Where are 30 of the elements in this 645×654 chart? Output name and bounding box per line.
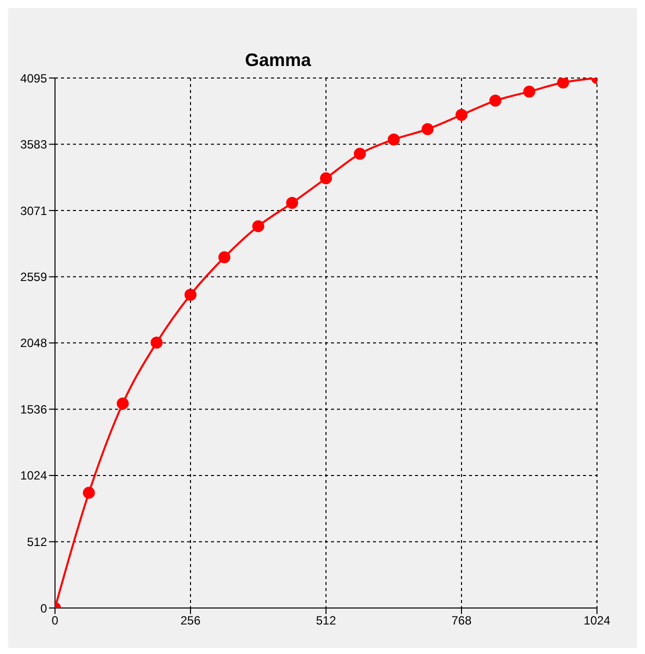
y-tick-label: 1536 bbox=[20, 402, 48, 416]
chart-title: Gamma bbox=[244, 50, 312, 71]
point bbox=[456, 108, 468, 121]
point bbox=[422, 123, 434, 136]
y-tick-label: 1024 bbox=[20, 468, 48, 483]
point bbox=[388, 133, 400, 146]
x-tick-label: 1024 bbox=[584, 614, 611, 628]
x-tick-label: 256 bbox=[180, 614, 201, 628]
y-tick-label: 0 bbox=[40, 601, 48, 616]
point bbox=[286, 196, 298, 209]
point bbox=[252, 220, 264, 232]
point bbox=[116, 398, 129, 410]
point bbox=[218, 251, 230, 264]
y-tick-label: 4095 bbox=[20, 71, 48, 86]
y-tick-label: 3071 bbox=[20, 204, 48, 218]
point bbox=[82, 486, 95, 499]
x-tick-label: 768 bbox=[451, 614, 472, 628]
x-tick-label: 512 bbox=[316, 614, 336, 628]
point bbox=[354, 148, 366, 160]
x-tick-label: 0 bbox=[52, 614, 59, 628]
point bbox=[150, 336, 163, 349]
point bbox=[184, 288, 196, 301]
point bbox=[489, 94, 502, 107]
y-tick-label: 3583 bbox=[20, 138, 48, 152]
point bbox=[320, 172, 332, 184]
point bbox=[557, 78, 570, 89]
y-tick-label: 2559 bbox=[20, 270, 48, 284]
point bbox=[523, 86, 536, 98]
y-tick-label: 2048 bbox=[20, 336, 48, 350]
y-tick-label: 512 bbox=[26, 534, 48, 549]
